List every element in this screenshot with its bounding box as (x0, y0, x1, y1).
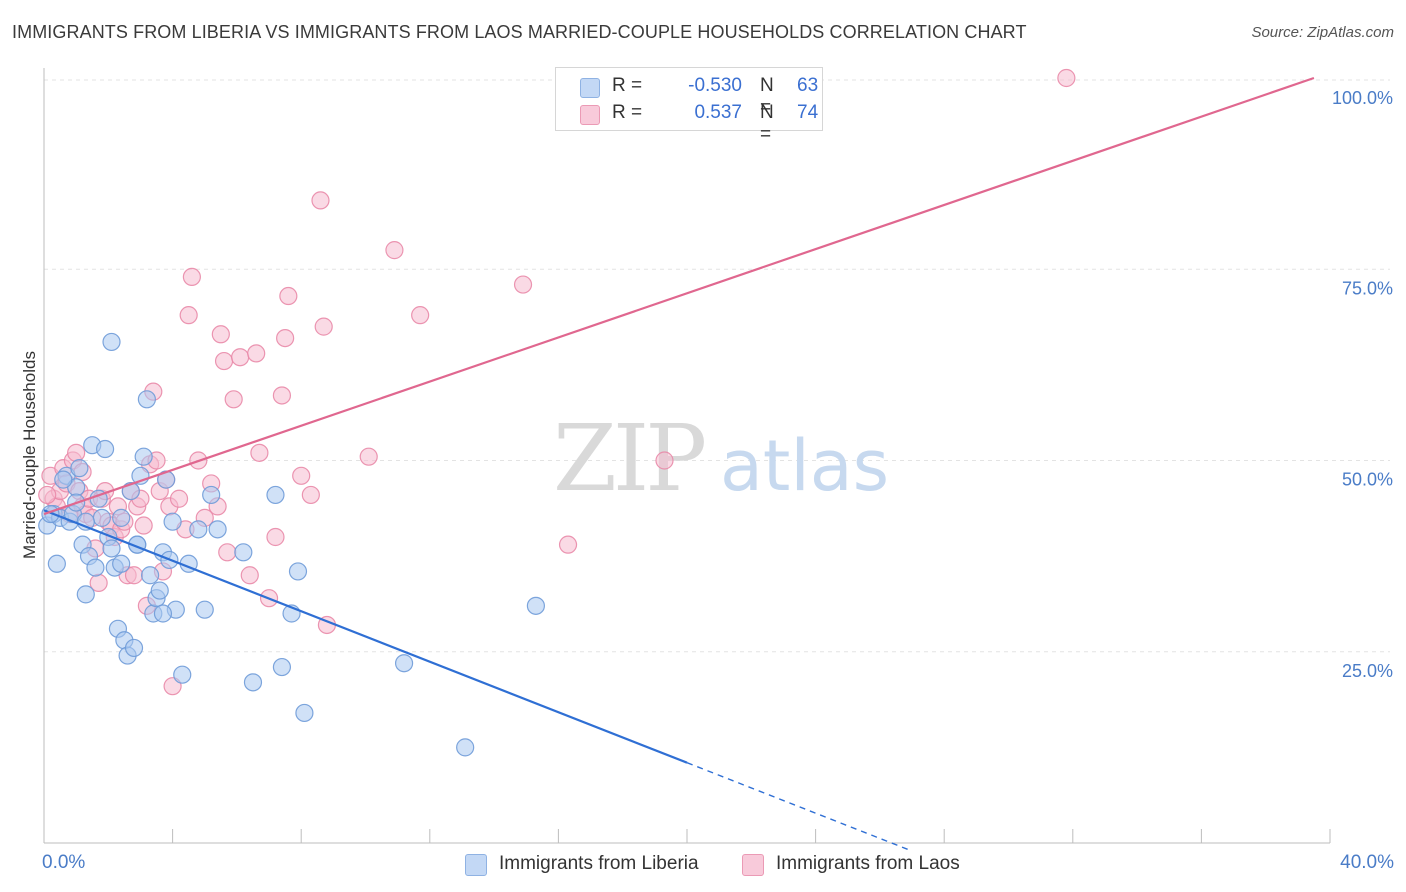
liberia-point (163, 512, 182, 531)
y-axis-title: Married-couple Households (20, 351, 39, 559)
liberia-point (202, 485, 221, 505)
liberia-point (266, 485, 285, 505)
laos-point (272, 386, 292, 405)
x-tick-label-min: 0.0% (42, 852, 86, 873)
chart-title: IMMIGRANTS FROM LIBERIA VS IMMIGRANTS FR… (12, 22, 1027, 42)
liberia-n-value: 63 (797, 75, 819, 96)
liberia-point (124, 638, 144, 658)
laos-point (182, 267, 201, 286)
laos-point (231, 348, 250, 367)
liberia-point (70, 459, 89, 478)
trend-lines (43, 76, 1315, 852)
laos-point (513, 275, 533, 294)
liberia-point (208, 520, 227, 539)
laos-point (247, 344, 266, 363)
liberia-point (394, 654, 414, 673)
liberia-point (134, 447, 153, 466)
liberia-r-label: R = (612, 75, 643, 96)
laos-r-label: R = (612, 102, 643, 123)
liberia-n-label: N = (760, 75, 774, 118)
liberia-legend-swatch (465, 854, 487, 876)
x-tick-label-max: 40.0% (1340, 852, 1394, 873)
liberia-point (153, 604, 173, 623)
liberia-points (38, 332, 545, 757)
liberia-point (195, 600, 214, 619)
liberia-point (95, 439, 115, 459)
liberia-swatch (580, 78, 600, 98)
y-tick-label-75: 75.0% (1342, 278, 1393, 298)
liberia-point (112, 508, 131, 527)
laos-point (224, 390, 243, 409)
liberia-point (272, 657, 292, 677)
stats-legend: R = -0.530 N = 63 R = 0.537 N = 74 (555, 67, 823, 145)
watermark-atlas: atlas (720, 425, 889, 507)
liberia-point (92, 508, 111, 527)
laos-point (292, 466, 311, 485)
watermark: ZIP atlas (553, 405, 889, 512)
laos-trend-line (43, 76, 1315, 516)
laos-point (558, 535, 578, 554)
liberia-point (456, 738, 475, 757)
laos-n-label: N = (760, 102, 774, 145)
liberia-point (102, 332, 121, 352)
laos-point (169, 489, 189, 508)
liberia-point (243, 673, 263, 692)
liberia-point (102, 539, 121, 558)
liberia-point (76, 585, 95, 604)
grid-lines (44, 79, 1390, 653)
source-label: Source: ZipAtlas.com (1251, 24, 1394, 41)
liberia-point (526, 596, 545, 615)
laos-point (250, 443, 269, 462)
laos-point (211, 325, 230, 344)
liberia-point (140, 566, 160, 585)
laos-point (301, 485, 320, 505)
laos-point (279, 286, 298, 306)
laos-point (314, 317, 333, 336)
laos-point (385, 241, 404, 260)
laos-legend-swatch (742, 854, 764, 876)
laos-legend-label: Immigrants from Laos (776, 853, 960, 874)
liberia-point (189, 520, 208, 539)
liberia-point (173, 665, 192, 684)
laos-swatch (580, 105, 600, 125)
laos-point (411, 306, 430, 325)
liberia-legend-label: Immigrants from Liberia (499, 853, 699, 874)
y-tick-label-50: 50.0% (1342, 470, 1393, 490)
y-tick-label-100: 100.0% (1332, 88, 1393, 108)
liberia-point (54, 470, 73, 489)
laos-point (214, 351, 234, 371)
liberia-trend-line-extension (686, 762, 913, 852)
laos-point (218, 543, 237, 562)
laos-point (1057, 68, 1076, 88)
y-tick-label-25: 25.0% (1342, 661, 1393, 681)
laos-r-value: 0.537 (694, 102, 742, 123)
laos-point (276, 329, 295, 348)
laos-point (134, 516, 153, 535)
y-tick-labels: 25.0% 50.0% 75.0% 100.0% (1332, 88, 1393, 681)
liberia-point (234, 543, 253, 562)
laos-point (240, 566, 259, 585)
laos-point (179, 306, 198, 325)
laos-point (67, 443, 86, 462)
laos-points (38, 68, 1076, 696)
laos-point (38, 485, 57, 505)
laos-point (655, 451, 674, 470)
liberia-point (150, 581, 169, 600)
liberia-point (47, 554, 66, 573)
liberia-r-value: -0.530 (688, 75, 742, 96)
liberia-point (288, 562, 308, 581)
liberia-trend-line (43, 509, 688, 764)
laos-point (359, 447, 378, 466)
liberia-point (112, 554, 131, 573)
laos-point (311, 191, 330, 210)
liberia-point (137, 390, 156, 409)
x-ticks (43, 829, 1331, 843)
laos-n-value: 74 (797, 102, 819, 123)
watermark-zip: ZIP (553, 405, 704, 512)
liberia-point (295, 703, 314, 723)
laos-point (266, 527, 285, 547)
liberia-point (86, 558, 105, 577)
